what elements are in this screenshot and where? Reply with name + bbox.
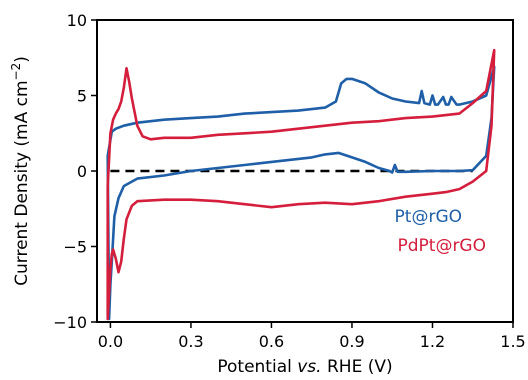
x-tick-label: 0.9: [339, 332, 364, 351]
series-line-pdpt-rgo: [106, 48, 496, 321]
legend-entry-pdpt-rgo: PdPt@rGO: [397, 236, 486, 256]
y-axis-label-sup: −2: [9, 63, 23, 81]
x-tick-label: 1.2: [420, 332, 445, 351]
x-tick-label: 1.5: [500, 332, 525, 351]
y-tick-label: −10: [53, 313, 87, 332]
y-tick-label: −5: [63, 238, 87, 257]
x-tick-label: 0.3: [178, 332, 203, 351]
x-axis-label-pre: Potential: [217, 357, 297, 377]
y-axis-label-pre: Current Density (mA cm: [12, 80, 32, 285]
series-layer: [106, 48, 496, 321]
y-tick-label: 5: [77, 87, 87, 106]
y-tick-label: 10: [67, 11, 87, 30]
y-tick-label: 0: [77, 162, 87, 181]
x-axis-label: Potential vs. RHE (V): [217, 357, 392, 377]
x-axis-label-post: RHE (V): [322, 357, 393, 377]
y-ticks: −10 −5 0 5 10: [53, 11, 97, 332]
x-axis-label-italic: vs.: [297, 357, 321, 377]
legend: Pt@rGO PdPt@rGO: [395, 207, 486, 256]
legend-entry-pt-rgo: Pt@rGO: [395, 207, 462, 227]
y-axis-label: Current Density (mA cm−2): [9, 56, 32, 286]
x-tick-label: 0.6: [259, 332, 284, 351]
y-axis-label-post: ): [12, 56, 32, 63]
x-tick-label: 0.0: [98, 332, 123, 351]
x-ticks: 0.0 0.3 0.6 0.9 1.2 1.5: [98, 322, 526, 351]
